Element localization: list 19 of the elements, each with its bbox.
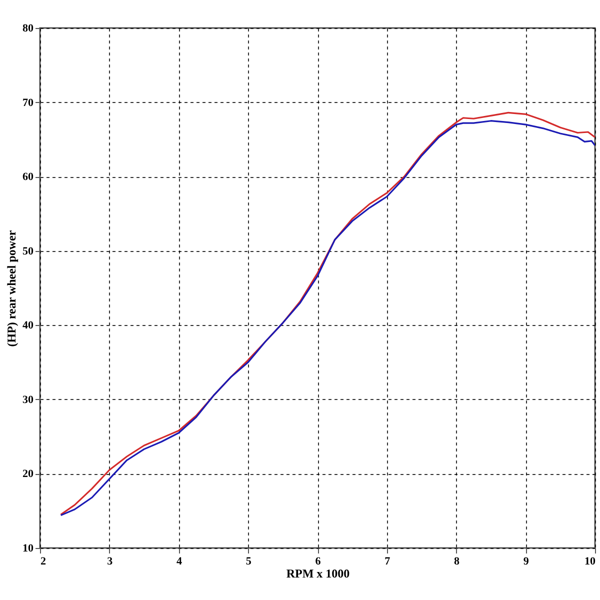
x-tick-label: 6 [315,556,322,568]
y-tick-label: 80 [22,22,34,34]
y-axis-title: (HP) rear wheel power [4,230,18,347]
y-tick-label: 10 [22,542,34,554]
y-tick-label: 60 [22,171,34,184]
x-tick-label: 2 [40,556,46,568]
x-tick-label: 10 [584,556,596,568]
y-tick-label: 40 [22,320,34,332]
x-tick-label: 9 [523,556,530,568]
y-tick-label: 70 [22,96,34,109]
x-tick-label: 5 [246,556,252,568]
x-axis-title: RPM x 1000 [286,566,350,580]
x-tick-label: 4 [176,556,182,568]
y-tick-label: 20 [22,468,34,480]
x-tick-label: 3 [107,556,114,568]
x-tick-label: 7 [384,556,391,568]
y-tick-label: 30 [22,394,34,406]
x-tick-label: 8 [454,556,460,568]
y-tick-label: 50 [22,245,34,258]
